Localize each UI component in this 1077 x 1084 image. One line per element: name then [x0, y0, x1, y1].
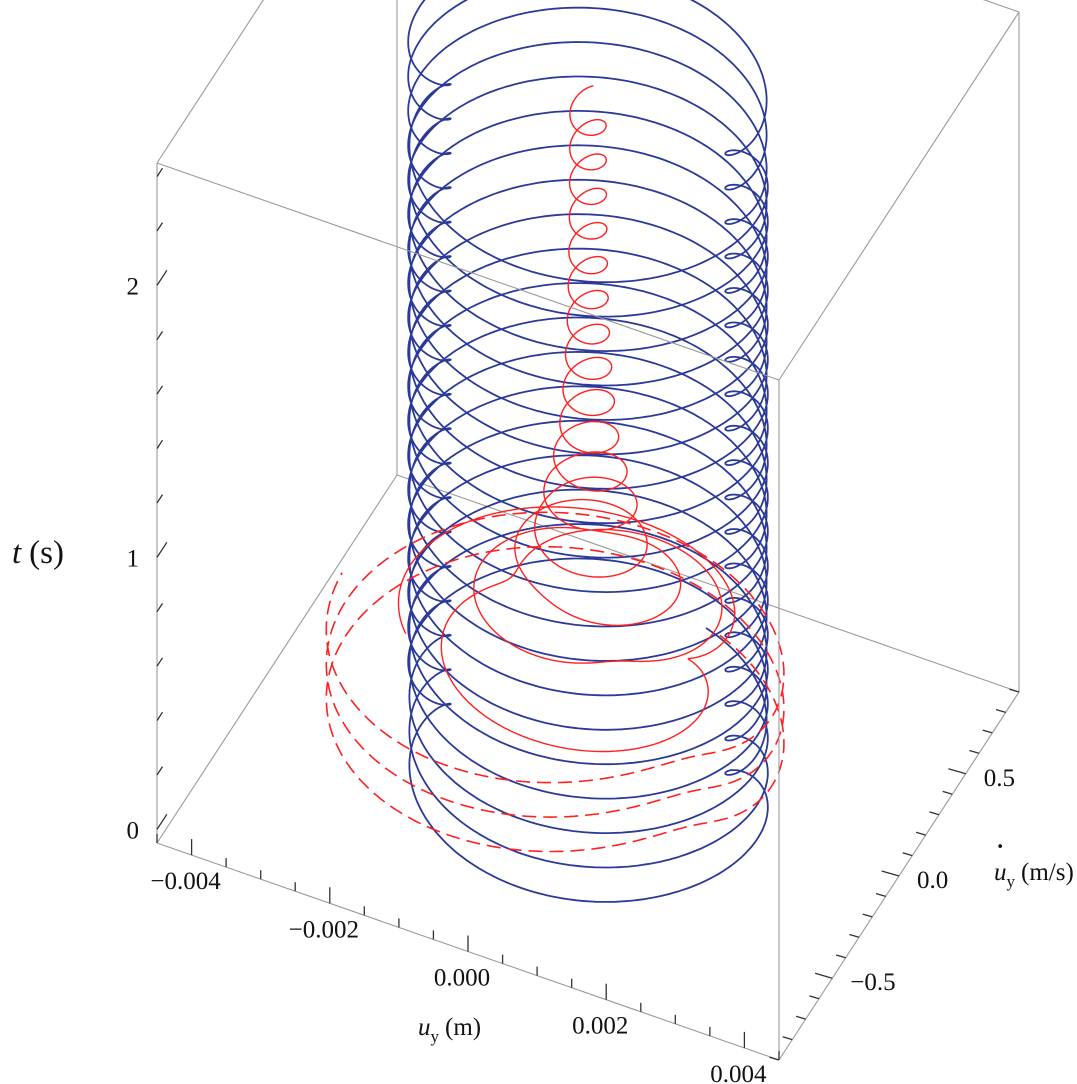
series-red-dashed-line: [325, 511, 785, 853]
svg-text:uy(m/s): uy (m/s): [994, 859, 1074, 891]
y-tick-0: [769, 1056, 780, 1061]
x-tick-label-0: −0.004: [150, 868, 221, 895]
plot-box-back-edges: [156, 0, 1020, 844]
box-edge-2: [156, 474, 398, 844]
y-tick-10: [902, 852, 913, 857]
y-tick-1: [782, 1036, 793, 1041]
z-axis-label: t (s): [12, 535, 64, 571]
series-red-trajectory: [397, 85, 736, 753]
z-axis-label-main: t: [12, 535, 22, 571]
y-axis-label: ˙ uy (m/s): [994, 841, 1074, 891]
box-edge-11: [156, 0, 264, 164]
y-tick-2: [795, 1015, 806, 1020]
y-tick-label-2: 0.5: [984, 765, 1015, 792]
y-tick-12: [929, 811, 940, 816]
z-tick-9: [156, 331, 164, 341]
y-axis-label-main: u: [994, 859, 1007, 886]
svg-text:uy(m): uy (m): [418, 1014, 481, 1046]
y-tick-label-1: 0.0: [917, 867, 948, 894]
y-tick-17: [995, 708, 1006, 714]
y-tick-3: [809, 995, 820, 1000]
x-axis-label-main: u: [418, 1014, 431, 1041]
y-tick-11: [915, 831, 926, 836]
z-tick-4: [156, 603, 164, 613]
z-tick-label-1: 1: [127, 545, 140, 572]
y-tick-9: [881, 870, 900, 877]
z-tick-1: [156, 766, 164, 776]
z-tick-label-0: 0: [127, 817, 140, 844]
x-axis-label-unit: (m): [445, 1014, 481, 1041]
box-edge-8: [156, 162, 780, 381]
y-tick-4: [814, 972, 833, 979]
series-red-dashed-trajectory: [325, 511, 785, 853]
svg-text:t(s): t (s): [12, 535, 64, 571]
z-tick-5: [156, 541, 168, 558]
y-tick-18: [1009, 688, 1020, 693]
y-tick-13: [942, 790, 953, 795]
y-tick-6: [849, 933, 860, 938]
z-tick-8: [156, 385, 164, 395]
x-axis-label: uy (m): [418, 1014, 481, 1046]
z-tick-label-2: 2: [127, 273, 140, 300]
series-blue-trajectory: [407, 0, 769, 903]
z-tick-2: [156, 711, 164, 721]
series-red-line: [397, 85, 736, 753]
y-tick-label-0: −0.5: [850, 969, 895, 996]
y-tick-15: [969, 749, 980, 754]
x-tick-label-2: 0.000: [434, 965, 490, 992]
axis-ticks: [156, 167, 1020, 1061]
axis-tick-labels: −0.004 −0.002 0.000 0.002 0.004 −0.5 0.0 0.5 0 1 2: [127, 273, 1015, 1084]
x-axis-label-sub: y: [431, 1027, 440, 1046]
z-tick-10: [156, 269, 168, 286]
z-tick-12: [156, 167, 164, 177]
y-tick-16: [982, 729, 993, 734]
box-edge-0: [396, 474, 1020, 693]
series-blue-line: [407, 0, 769, 903]
z-tick-11: [156, 222, 164, 232]
z-tick-7: [156, 439, 164, 449]
y-tick-7: [862, 913, 873, 918]
x-tick-label-3: 0.002: [572, 1013, 628, 1040]
y-axis-label-dot: ˙: [996, 841, 1004, 868]
z-tick-6: [156, 494, 164, 504]
x-tick-label-1: −0.002: [289, 916, 359, 943]
box-edge-9: [778, 11, 1020, 381]
y-tick-14: [948, 768, 966, 775]
y-tick-8: [875, 892, 886, 898]
z-tick-3: [156, 657, 164, 667]
y-axis-label-unit: (m/s): [1021, 859, 1074, 886]
z-axis-label-unit: (s): [29, 535, 64, 571]
x-tick-label-4: 0.004: [710, 1061, 767, 1084]
y-tick-5: [835, 954, 846, 959]
z-tick-0: [156, 813, 168, 830]
y-axis-label-sub: y: [1007, 872, 1016, 891]
